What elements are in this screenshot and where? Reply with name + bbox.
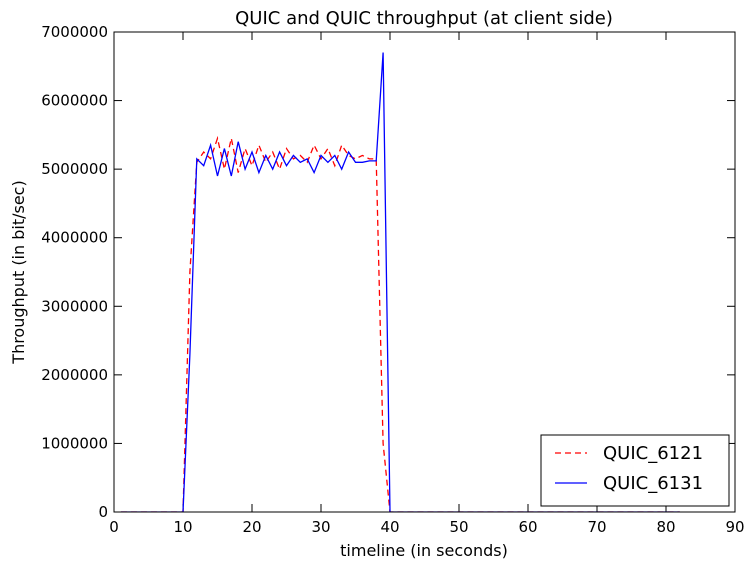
plot-frame	[113, 31, 736, 513]
x-tick-label: 10	[173, 518, 192, 536]
x-tick-label: 0	[109, 518, 119, 536]
y-tick-label: 2000000	[41, 366, 108, 384]
x-tick-label: 90	[725, 518, 744, 536]
series-line-quic-6131	[120, 52, 680, 512]
y-axis-label: Throughput (in bit/sec)	[9, 180, 28, 364]
x-axis-label: timeline (in seconds)	[340, 541, 508, 560]
x-tick-label: 80	[656, 518, 675, 536]
x-tick-label: 50	[449, 518, 468, 536]
y-tick-label: 1000000	[41, 434, 108, 452]
chart-title: QUIC and QUIC throughput (at client side…	[235, 8, 613, 29]
y-tick-label: 3000000	[41, 297, 108, 315]
y-tick-label: 4000000	[41, 229, 108, 247]
x-tick-label: 30	[311, 518, 330, 536]
legend-box	[540, 434, 730, 507]
series-line-quic-6121	[120, 135, 680, 512]
x-tick-label: 70	[587, 518, 606, 536]
y-tick-label: 0	[98, 503, 108, 521]
plot-area: 0 10 20 30 40 50 60 70 80 90 0 1000000 2000000 300000…	[41, 23, 744, 536]
legend: QUIC_6121 QUIC_6131	[540, 434, 730, 507]
y-tick-label: 7000000	[41, 23, 108, 41]
x-tick-label: 60	[518, 518, 537, 536]
legend-label: QUIC_6121	[603, 443, 703, 464]
y-tick-label: 5000000	[41, 160, 108, 178]
x-tick-label: 40	[380, 518, 399, 536]
x-tick-label: 20	[242, 518, 261, 536]
legend-label: QUIC_6131	[603, 473, 703, 494]
y-tick-label: 6000000	[41, 92, 108, 110]
